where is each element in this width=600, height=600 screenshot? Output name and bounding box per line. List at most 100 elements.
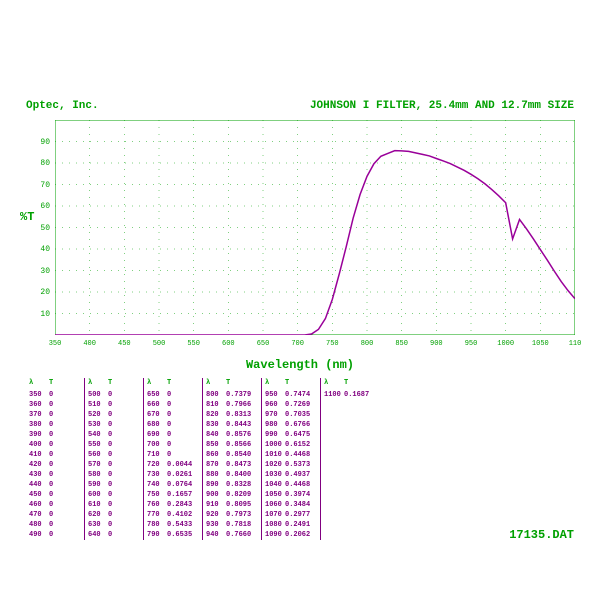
table-row: 5400 bbox=[88, 430, 140, 440]
table-column: λT 8000.73798100.79668200.83138300.844384… bbox=[203, 378, 262, 540]
table-row: 11000.1687 bbox=[324, 390, 376, 400]
table-row: 8900.8328 bbox=[206, 480, 258, 490]
table-column-header: λT bbox=[265, 378, 317, 388]
table-row: 8800.8400 bbox=[206, 470, 258, 480]
table-column: λT9500.74749600.72699700.70359800.676699… bbox=[262, 378, 321, 540]
x-tick-label: 110 bbox=[563, 340, 587, 348]
table-row: 9100.8095 bbox=[206, 500, 258, 510]
table-row: 3800 bbox=[29, 420, 81, 430]
table-row: 3500 bbox=[29, 390, 81, 400]
table-row: 8200.8313 bbox=[206, 410, 258, 420]
table-row: 6300 bbox=[88, 520, 140, 530]
table-row: 5200 bbox=[88, 410, 140, 420]
table-row: 7700.4102 bbox=[147, 510, 199, 520]
x-tick-label: 750 bbox=[320, 340, 344, 348]
table-row: 6900 bbox=[147, 430, 199, 440]
table-row: 5700 bbox=[88, 460, 140, 470]
table-row: 4600 bbox=[29, 500, 81, 510]
table-row: 7600.2843 bbox=[147, 500, 199, 510]
x-tick-label: 850 bbox=[390, 340, 414, 348]
table-column-header: λT bbox=[324, 378, 376, 388]
table-row: 3600 bbox=[29, 400, 81, 410]
table-row: 4200 bbox=[29, 460, 81, 470]
y-tick-label: 80 bbox=[20, 159, 50, 168]
table-row: 10800.2491 bbox=[265, 520, 317, 530]
table-row: 6700 bbox=[147, 410, 199, 420]
y-tick-label: 60 bbox=[20, 202, 50, 211]
x-tick-label: 950 bbox=[459, 340, 483, 348]
table-row: 8300.8443 bbox=[206, 420, 258, 430]
page: Optec, Inc. JOHNSON I FILTER, 25.4mm AND… bbox=[0, 0, 600, 600]
table-row: 6000 bbox=[88, 490, 140, 500]
chart-title: JOHNSON I FILTER, 25.4mm AND 12.7mm SIZE bbox=[310, 100, 574, 112]
table-column: λT 50005100520053005400550056005700580059… bbox=[85, 378, 144, 540]
table-row: 5500 bbox=[88, 440, 140, 450]
table-row: 5100 bbox=[88, 400, 140, 410]
x-tick-label: 1000 bbox=[494, 340, 518, 348]
table-row: 4400 bbox=[29, 480, 81, 490]
table-row: 10100.4468 bbox=[265, 450, 317, 460]
table-row: 10700.2977 bbox=[265, 510, 317, 520]
table-row: 8000.7379 bbox=[206, 390, 258, 400]
table-row: 4800 bbox=[29, 520, 81, 530]
table-row: 5900 bbox=[88, 480, 140, 490]
y-tick-label: 50 bbox=[20, 224, 50, 233]
y-tick-label: 30 bbox=[20, 267, 50, 276]
filename-label: 17135.DAT bbox=[509, 528, 574, 542]
table-column-header: λT bbox=[206, 378, 258, 388]
table-row: 8100.7966 bbox=[206, 400, 258, 410]
table-row: 5600 bbox=[88, 450, 140, 460]
table-row: 10600.3484 bbox=[265, 500, 317, 510]
x-tick-label: 1050 bbox=[528, 340, 552, 348]
y-tick-label: 10 bbox=[20, 310, 50, 319]
table-row: 5300 bbox=[88, 420, 140, 430]
x-tick-label: 600 bbox=[216, 340, 240, 348]
table-row: 3900 bbox=[29, 430, 81, 440]
table-column-header: λT bbox=[88, 378, 140, 388]
x-tick-label: 700 bbox=[286, 340, 310, 348]
x-tick-label: 400 bbox=[78, 340, 102, 348]
table-row: 5000 bbox=[88, 390, 140, 400]
table-row: 9700.7035 bbox=[265, 410, 317, 420]
x-tick-label: 900 bbox=[424, 340, 448, 348]
table-row: 6500 bbox=[147, 390, 199, 400]
chart-svg bbox=[55, 120, 575, 335]
table-row: 10000.6152 bbox=[265, 440, 317, 450]
table-row: 4300 bbox=[29, 470, 81, 480]
y-tick-label: 40 bbox=[20, 245, 50, 254]
table-row: 9000.8209 bbox=[206, 490, 258, 500]
table-row: 4900 bbox=[29, 530, 81, 540]
table-row: 8500.8566 bbox=[206, 440, 258, 450]
table-row: 7200.0044 bbox=[147, 460, 199, 470]
table-row: 6600 bbox=[147, 400, 199, 410]
table-row: 4000 bbox=[29, 440, 81, 450]
company-label: Optec, Inc. bbox=[26, 100, 99, 112]
table-row: 8600.8540 bbox=[206, 450, 258, 460]
x-tick-label: 800 bbox=[355, 340, 379, 348]
table-row: 9300.7818 bbox=[206, 520, 258, 530]
y-tick-label: 20 bbox=[20, 288, 50, 297]
table-row: 10900.2062 bbox=[265, 530, 317, 540]
table-row: 7100 bbox=[147, 450, 199, 460]
table-row: 10500.3974 bbox=[265, 490, 317, 500]
table-row: 10200.5373 bbox=[265, 460, 317, 470]
y-tick-label: 90 bbox=[20, 138, 50, 147]
x-tick-label: 550 bbox=[182, 340, 206, 348]
x-tick-label: 650 bbox=[251, 340, 275, 348]
table-column-header: λT bbox=[29, 378, 81, 388]
table-row: 9500.7474 bbox=[265, 390, 317, 400]
table-row: 4700 bbox=[29, 510, 81, 520]
x-tick-label: 500 bbox=[147, 340, 171, 348]
table-column: λT35003600370038003900400041004200430044… bbox=[26, 378, 85, 540]
table-row: 8700.8473 bbox=[206, 460, 258, 470]
table-row: 5800 bbox=[88, 470, 140, 480]
table-row: 6800 bbox=[147, 420, 199, 430]
data-table: λT35003600370038003900400041004200430044… bbox=[26, 378, 379, 540]
y-axis-label: %T bbox=[20, 210, 34, 224]
table-row: 6100 bbox=[88, 500, 140, 510]
x-axis-label: Wavelength (nm) bbox=[0, 358, 600, 372]
table-column: λT65006600670068006900700071007200.00447… bbox=[144, 378, 203, 540]
table-row: 8400.8576 bbox=[206, 430, 258, 440]
table-row: 7500.1657 bbox=[147, 490, 199, 500]
table-row: 9800.6766 bbox=[265, 420, 317, 430]
